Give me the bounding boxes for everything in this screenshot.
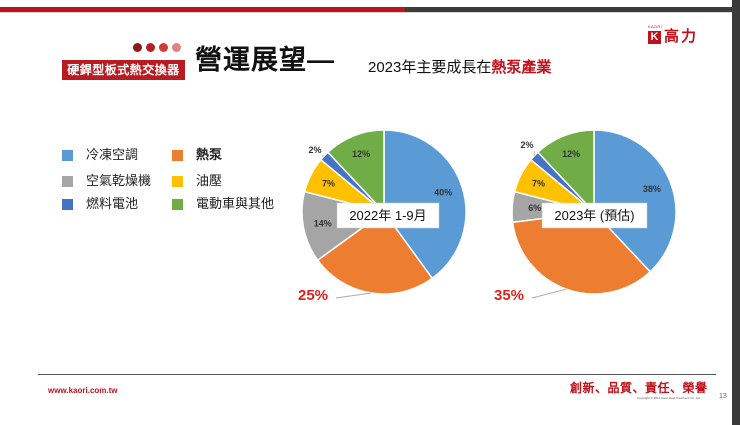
legend-label: 燃料電池 xyxy=(86,196,139,211)
subtitle-prefix: 2023年主要成長在 xyxy=(368,59,492,76)
page-title: 營運展望— xyxy=(195,45,335,75)
data-label: 25% xyxy=(298,287,328,304)
data-label: 2% xyxy=(308,145,321,155)
window-edge xyxy=(732,0,740,425)
dot xyxy=(146,43,155,52)
leader-line xyxy=(531,288,567,299)
data-label: 35% xyxy=(494,287,524,304)
category-badge: 硬銲型板式熱交換器 xyxy=(62,60,185,80)
pie-slice xyxy=(326,129,385,214)
logo-mark-icon: K xyxy=(648,31,661,44)
legend-swatch xyxy=(62,176,73,187)
data-label: 38% xyxy=(643,184,661,194)
data-label: 2% xyxy=(520,140,533,150)
footer-url: www.kaori.com.tw xyxy=(48,386,118,395)
legend-swatch xyxy=(172,176,183,187)
chart-title-box xyxy=(541,202,648,229)
legend-swatch xyxy=(172,150,183,161)
page-number: 13 xyxy=(719,393,727,400)
data-label: 7% xyxy=(532,179,545,189)
legend-label: 冷凍空調 xyxy=(86,147,139,162)
dot xyxy=(133,43,142,52)
pie-slice xyxy=(511,211,652,295)
data-label: 6% xyxy=(528,203,541,213)
data-label: 40% xyxy=(434,188,452,198)
footer-slogan: 創新、品質、責任、榮譽 xyxy=(570,381,708,395)
logo-small-text: KAORI xyxy=(648,24,662,29)
top-accent-bar xyxy=(0,7,405,12)
subtitle-highlight: 熱泵產業 xyxy=(491,59,552,76)
legend-swatch xyxy=(62,150,73,161)
logo-text: 高力 xyxy=(664,28,699,45)
top-dark-bar xyxy=(405,7,732,12)
dot xyxy=(172,43,181,52)
pie-slice xyxy=(593,129,677,273)
page-subtitle: 2023年主要成長在熱泵產業 xyxy=(368,58,551,78)
data-label: 12% xyxy=(562,149,580,159)
data-label: 7% xyxy=(322,179,335,189)
legend-label: 油壓 xyxy=(196,173,223,188)
footer-copyright: Copyright © 2011 Kaori Heat Treatment Co… xyxy=(637,396,701,400)
footer-divider xyxy=(38,374,716,375)
top-divider xyxy=(0,12,732,13)
data-label: 14% xyxy=(314,219,332,229)
data-label: 12% xyxy=(352,149,370,159)
chart-title: 2023年 (預估) xyxy=(554,208,634,223)
chart-title: 2022年 1-9月 xyxy=(349,208,426,223)
legend-swatch xyxy=(62,199,73,210)
chart-title-box xyxy=(336,202,440,229)
legend-label: 電動車與其他 xyxy=(196,196,275,211)
legend-label: 空氣乾燥機 xyxy=(86,173,152,188)
legend-label: 熱泵 xyxy=(196,147,223,162)
dot xyxy=(159,43,168,52)
leader-line xyxy=(335,292,372,299)
pie-slice xyxy=(536,129,595,214)
legend-swatch xyxy=(172,199,183,210)
